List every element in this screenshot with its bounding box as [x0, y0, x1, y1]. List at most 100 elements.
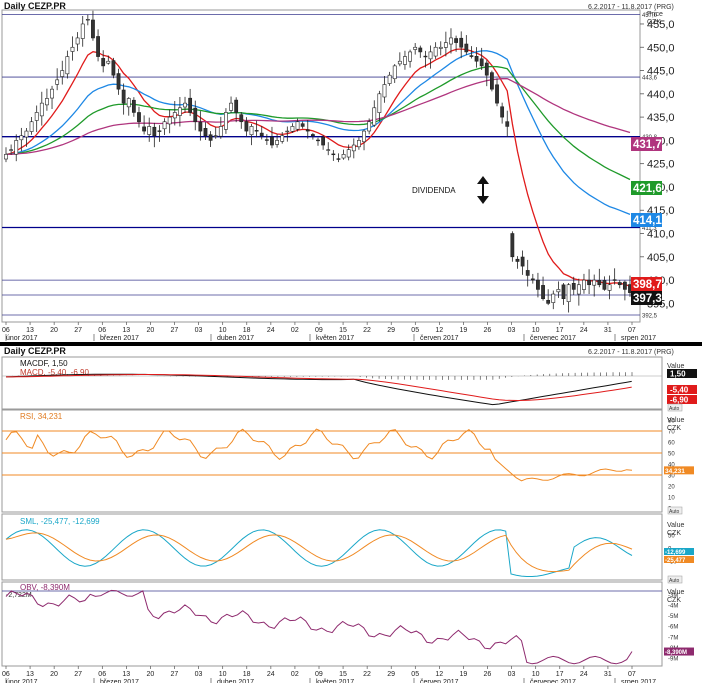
svg-text:Auto: Auto	[669, 509, 680, 515]
candle-body	[85, 19, 90, 21]
candle-body	[4, 154, 8, 160]
obv-plot-area	[1, 581, 663, 667]
x-tick-label: 22	[363, 327, 371, 334]
candle-body	[229, 102, 233, 111]
x-tick-label: 20	[146, 671, 154, 678]
x-axis-top: 06 13 20 27 06 13 20 27 03 10 18 24 02 09 15 22 29 05 12 19…	[2, 322, 656, 342]
candle-body	[183, 102, 187, 108]
month-label: duben 2017	[217, 335, 254, 342]
candle-body	[131, 99, 136, 113]
candle-body	[469, 55, 474, 57]
candle-body	[530, 278, 535, 281]
x-tick-label: 24	[267, 671, 275, 678]
sml-plot	[5, 529, 633, 577]
rsi-tick-label: 50	[668, 452, 675, 458]
moving-averages	[5, 48, 631, 287]
candle-body	[300, 123, 305, 127]
macd-value-label: Value	[667, 363, 684, 370]
candle-body	[403, 56, 407, 65]
sml-auto-button[interactable]	[667, 575, 683, 584]
candle-body	[602, 280, 607, 290]
candle-body	[607, 284, 612, 291]
candle-body	[561, 284, 566, 300]
macd-auto-button[interactable]	[667, 403, 683, 412]
candle-body	[91, 19, 95, 39]
sml-badge-text: -25,477	[665, 558, 686, 564]
candle-body	[316, 139, 320, 142]
price-badge-text: 398,7	[633, 279, 662, 291]
candle-body	[101, 58, 106, 67]
x-tick-label: 27	[171, 327, 179, 334]
x-tick-label: 18	[243, 327, 251, 334]
candle-body	[116, 73, 121, 90]
candle-body	[520, 256, 525, 267]
x-tick-label: 07	[628, 671, 636, 678]
candle-body	[587, 279, 591, 286]
obv-tick-label: -7M	[668, 635, 678, 641]
candle-body	[392, 65, 397, 80]
x-tick-label: 26	[484, 671, 492, 678]
month-label: červen 2017	[420, 679, 459, 683]
x-tick-label: 24	[580, 671, 588, 678]
sml-currency: CZK	[667, 530, 681, 537]
chart-title: Daily CEZP.PR	[4, 1, 66, 11]
x-tick-label: 07	[628, 327, 636, 334]
x-tick-label: 26	[484, 327, 492, 334]
macd-line	[5, 373, 632, 406]
dividend-arrow-icon	[477, 176, 489, 204]
date-range: 6.2.2017 - 11.8.2017 (PRG)	[588, 4, 674, 11]
x-tick-label: 15	[339, 671, 347, 678]
ma-line-1	[5, 48, 631, 287]
x-tick-label: 09	[315, 327, 323, 334]
candle-body	[597, 280, 602, 286]
x-tick-label: 19	[459, 671, 467, 678]
rsi-y-axis: 8070605040302010034,231	[664, 419, 694, 513]
candle-body	[536, 279, 540, 290]
macdf-label: MACDF, 1,50	[20, 359, 68, 368]
rsi-plot-area	[1, 409, 663, 513]
candle-body	[382, 84, 387, 98]
price-badges: 431,7 421,6 414,1 398,7 397,3	[631, 137, 662, 305]
y-tick-label: 440,0	[647, 89, 675, 101]
obv-tick-label: -5M	[668, 614, 678, 620]
sml-tick-label: 50	[668, 534, 675, 540]
ma-line-2	[5, 50, 631, 216]
price-axis-label: Price	[647, 11, 663, 18]
candle-body	[474, 55, 479, 62]
candlesticks	[4, 10, 632, 313]
candle-body	[244, 121, 249, 132]
candle-body	[224, 112, 228, 130]
x-tick-label: 06	[2, 327, 10, 334]
candle-body	[443, 42, 448, 48]
dividend-annotation: DIVIDENDA	[412, 186, 456, 195]
x-tick-label: 02	[291, 327, 299, 334]
month-label: červenec 2017	[530, 335, 576, 342]
price-badge	[631, 137, 662, 151]
candle-body	[367, 121, 372, 132]
candle-body	[341, 154, 346, 159]
rsi-tick-label: 30	[668, 474, 675, 480]
candle-body	[34, 112, 39, 121]
obv-start-label: -2,722M	[6, 592, 32, 599]
ma-line-3	[5, 65, 631, 181]
x-tick-label: 24	[267, 327, 275, 334]
macd-auto-label: Auto	[669, 406, 680, 412]
rsi-tick-label: 70	[668, 430, 675, 436]
currency-label: CZK	[647, 19, 661, 26]
obv-badge-text: -8,390M	[665, 650, 687, 656]
y-tick-label: 410,0	[647, 229, 675, 241]
candle-body	[70, 46, 75, 52]
candle-body	[505, 121, 510, 127]
candle-body	[60, 70, 65, 77]
candle-body	[121, 89, 126, 104]
rsi-plot	[2, 428, 662, 482]
candle-body	[551, 293, 556, 303]
candle-body	[515, 258, 520, 262]
candle-body	[264, 139, 269, 141]
obv-tick-label: -3M	[668, 593, 678, 599]
candle-body	[490, 72, 494, 90]
x-tick-label: 17	[556, 327, 564, 334]
candle-body	[449, 37, 453, 45]
candle-body	[19, 135, 24, 141]
rsi-auto-button[interactable]	[667, 506, 683, 515]
